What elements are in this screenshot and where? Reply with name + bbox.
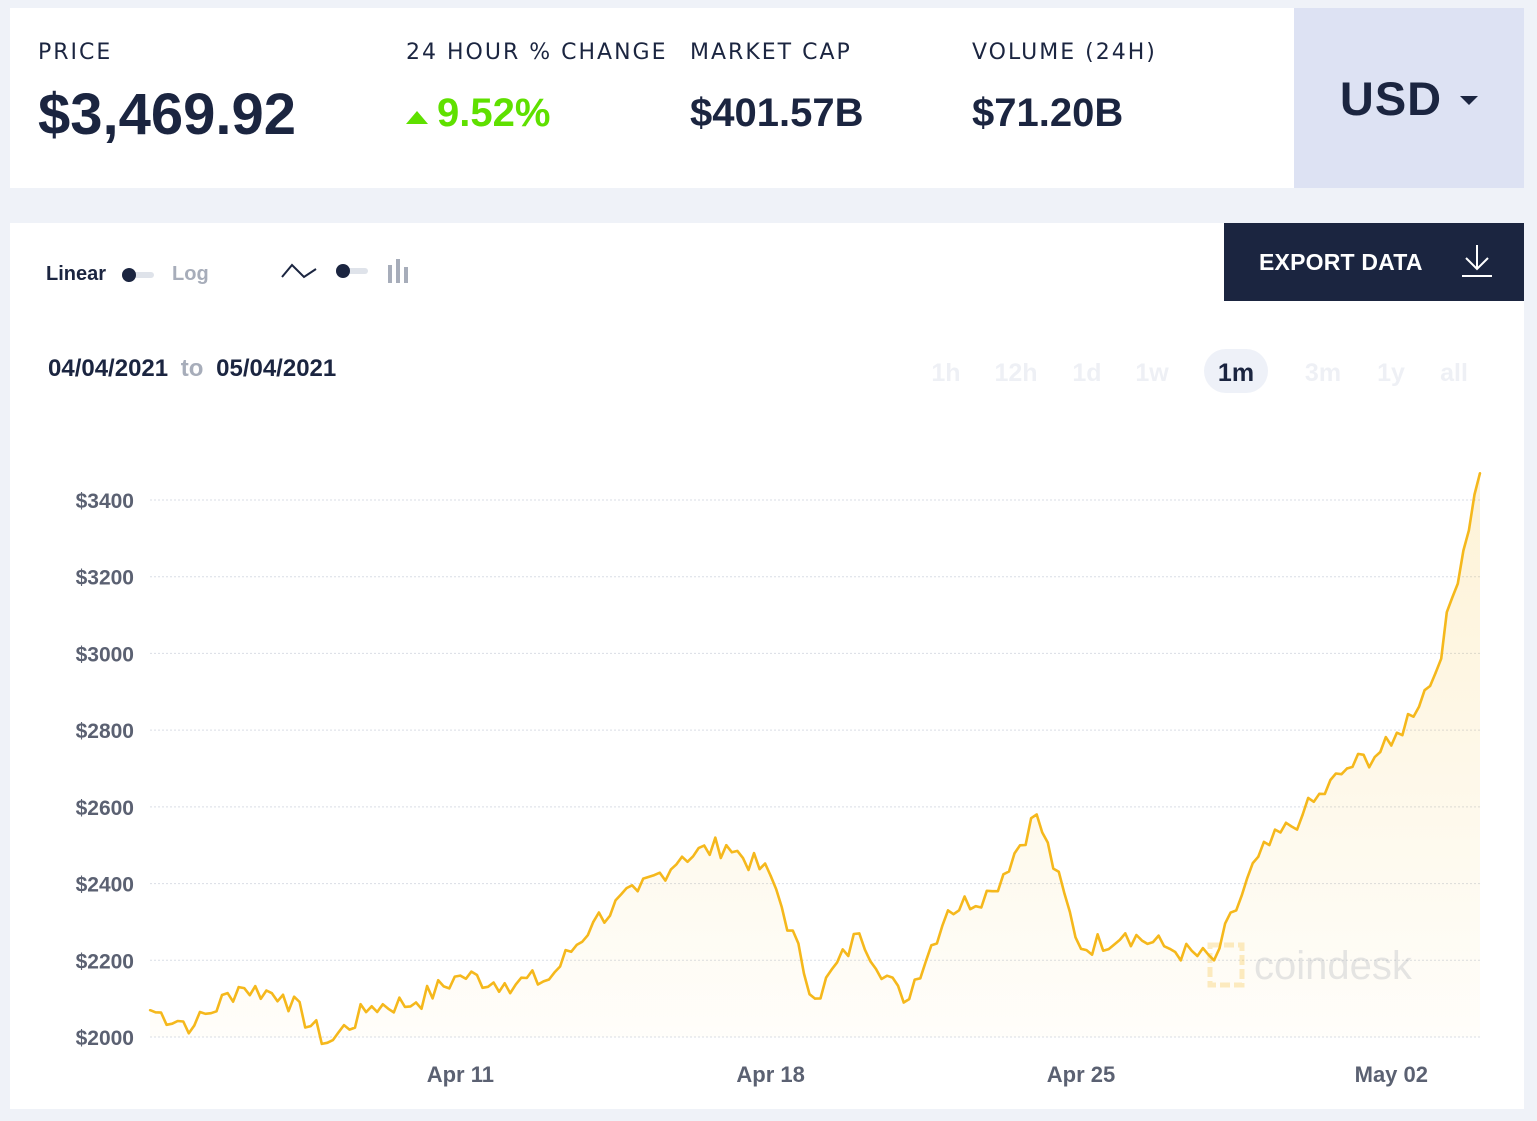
change-stat: 24 HOUR % CHANGE 9.52% [406, 40, 668, 136]
y-tick-label: $2600 [76, 797, 134, 820]
y-tick-label: $2400 [76, 874, 134, 897]
volume-stat: VOLUME (24H) $71.20B [972, 40, 1157, 136]
price-point [813, 997, 817, 1000]
date-to-word: to [180, 355, 204, 382]
price-point [1390, 744, 1393, 747]
currency-label: USD [1339, 71, 1443, 125]
price-point [1035, 813, 1038, 816]
price-point [725, 844, 728, 847]
line-chart-icon[interactable] [280, 259, 320, 283]
y-tick-label: $2000 [76, 1027, 134, 1050]
period-1h[interactable]: 1h [931, 359, 961, 387]
y-tick-label: $3000 [76, 643, 134, 666]
price-point [1124, 932, 1127, 935]
price-point [414, 1001, 418, 1004]
price-chart: $2000 $2200 $2400 $2600 $2800 $3000 $3200 $3400… [76, 471, 1482, 1087]
scale-toggle: Linear Log [46, 263, 209, 286]
svg-text:coindesk: coindesk [1254, 944, 1413, 988]
price-point [946, 909, 950, 912]
export-label: EXPORT DATA [1259, 248, 1423, 275]
period-selector: 1h 12h 1d 1w 1m 3m 1y all [10, 349, 1524, 399]
price-point [370, 1005, 373, 1008]
x-tick-label: May 02 [1355, 1062, 1428, 1087]
price-point [592, 920, 595, 924]
price-point [991, 890, 994, 893]
chart-type-switch[interactable] [336, 264, 370, 278]
market-cap-stat: MARKET CAP $401.57B [690, 40, 863, 136]
period-1y[interactable]: 1y [1377, 359, 1405, 387]
x-tick-label: Apr 11 [427, 1062, 494, 1087]
period-1m[interactable]: 1m [1204, 349, 1268, 393]
market-cap-label: MARKET CAP [690, 40, 852, 65]
price-point [459, 974, 462, 977]
y-tick-label: $2200 [76, 950, 134, 973]
market-cap-value: $401.57B [690, 91, 864, 135]
y-tick-label: $3400 [76, 490, 134, 513]
period-12h[interactable]: 12h [994, 359, 1038, 387]
date-range[interactable]: 04/04/2021 to 05/04/2021 [48, 355, 336, 383]
currency-dropdown[interactable]: USD [1294, 8, 1524, 188]
price-point [547, 978, 551, 981]
price-point [1434, 671, 1437, 674]
download-icon [1462, 245, 1492, 277]
price-point [237, 985, 240, 989]
linear-label[interactable]: Linear [46, 263, 107, 285]
volume-value: $71.20B [972, 91, 1124, 135]
price-point [281, 993, 285, 997]
price-point [1345, 767, 1349, 770]
up-arrow-icon [406, 111, 428, 124]
price-point [636, 890, 639, 893]
export-data-button[interactable]: EXPORT DATA [1224, 223, 1524, 301]
price-point [680, 855, 684, 858]
y-tick-label: $3200 [76, 567, 134, 590]
period-1d[interactable]: 1d [1072, 359, 1102, 387]
price-value: $3,469.92 [38, 82, 297, 147]
chart-panel: Linear Log EXPORT DATA 04/04/2021 to 05/… [10, 223, 1524, 1109]
price-point [148, 1008, 152, 1012]
period-1w[interactable]: 1w [1135, 359, 1169, 387]
date-from: 04/04/2021 [48, 355, 169, 382]
coindesk-logo: coindesk [1207, 942, 1413, 988]
change-label: 24 HOUR % CHANGE [406, 40, 668, 65]
price-point [1257, 855, 1260, 858]
price-point [1168, 947, 1171, 950]
price-point [769, 874, 772, 878]
price-point [326, 1041, 329, 1044]
x-tick-label: Apr 18 [736, 1062, 804, 1087]
price-stat: PRICE $3,469.92 [38, 40, 296, 148]
price-point [193, 1024, 196, 1027]
price-label: PRICE [38, 40, 113, 65]
price-point [858, 932, 861, 935]
price-area [150, 473, 1480, 1044]
period-all[interactable]: all [1440, 359, 1468, 387]
date-to: 05/04/2021 [216, 355, 337, 382]
bar-chart-icon[interactable] [386, 257, 412, 285]
x-tick-label: Apr 25 [1047, 1062, 1115, 1087]
volume-label: VOLUME (24H) [972, 40, 1157, 65]
change-value-row: 9.52% [406, 91, 668, 136]
chart-type-toggle [280, 257, 412, 285]
price-point [1301, 813, 1304, 816]
period-3m[interactable]: 3m [1304, 359, 1342, 387]
price-point [902, 1001, 905, 1004]
scale-switch[interactable] [122, 267, 156, 282]
y-tick-label: $2800 [76, 720, 134, 743]
price-point [1478, 471, 1482, 475]
price-point [1212, 959, 1216, 962]
price-point [1079, 947, 1083, 950]
chevron-down-icon [1460, 95, 1479, 105]
log-label[interactable]: Log [172, 263, 209, 285]
stats-bar: PRICE $3,469.92 24 HOUR % CHANGE 9.52% M… [10, 8, 1524, 188]
price-point [503, 982, 506, 985]
change-value: 9.52% [437, 91, 551, 135]
